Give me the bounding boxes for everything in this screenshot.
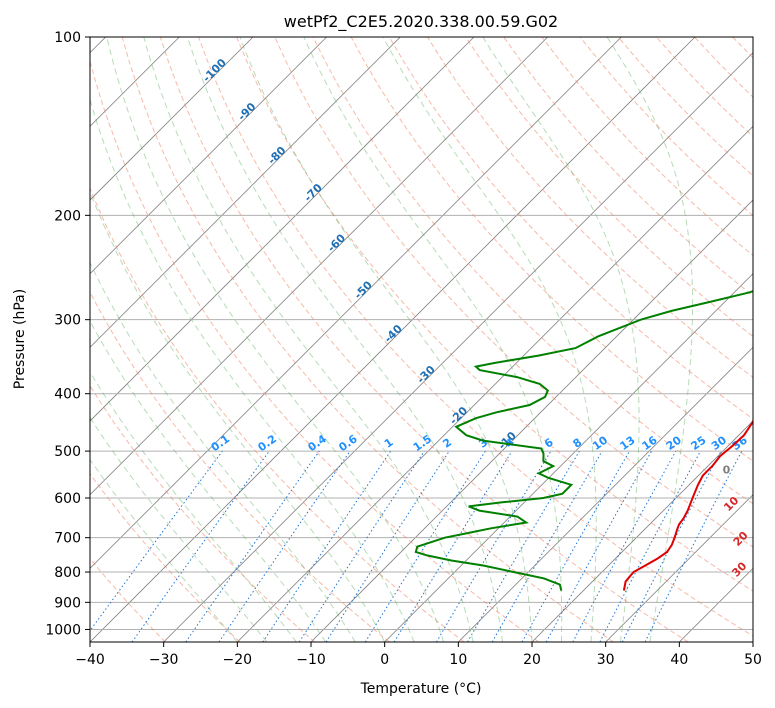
x-tick-label: 40 [670,652,688,668]
moist-adiabat-line [187,37,503,642]
x-tick-label: 50 [744,652,762,668]
mixing-ratio-line [131,450,270,642]
dry-adiabat-line [121,37,614,642]
isotherm-line [605,494,753,642]
isotherm-line [90,37,254,201]
y-tick-label: 900 [54,595,81,611]
isotherm-line [458,346,753,642]
x-tick-label: −10 [296,652,326,668]
dry-adiabats [90,37,753,642]
dry-adiabat-line [90,472,241,642]
x-tick-label: −30 [149,652,179,668]
isotherm-line [90,37,622,569]
moist-adiabat-line [382,37,597,642]
dry-adiabat-line [90,384,316,642]
isotherm-line [90,37,696,642]
dry-adiabat-line [90,557,166,642]
isotherm-line [90,37,327,275]
mixing-ratio-line [644,450,743,642]
isotherm-line [163,52,753,642]
mixing-ratio-line [393,450,513,642]
dry-adiabat-line [90,186,465,642]
mixing-ratio-line [218,450,351,642]
mixing-ratio-line [545,450,653,642]
isotherm-line [90,37,475,422]
mixing-ratio-line [90,450,223,632]
isotherm-line [384,273,753,642]
moist-adiabat-line [90,320,327,642]
isotherm-line [90,37,401,348]
moist-adiabat-line [90,261,356,642]
mixing-ratio-lines [90,450,743,642]
moist-adiabat-line [482,37,640,642]
mixing-ratio-line [325,450,450,642]
x-axis-ticks: −40 −30 −20 −10 0 10 20 30 40 50 [75,642,762,668]
dry-adiabat-line [236,37,753,592]
moist-adiabat-line [239,37,533,642]
x-tick-label: 0 [380,652,389,668]
dry-adiabat-line [90,59,540,642]
plot-area: -100-90-80-70-60-50-40-30-20-10 0.1 0.2 0.… [90,37,753,642]
temperature-series-line [622,419,753,591]
y-tick-label: 300 [54,313,81,329]
mixing-ratio-line [298,450,425,642]
dry-adiabat-line [350,37,753,462]
y-tick-label: 200 [54,208,81,224]
mixing-ratio-line [185,450,320,642]
dry-adiabat-line [90,291,390,642]
moist-adiabat-line [303,37,563,642]
mixing-ratio-line [262,450,392,642]
isotherm-line [237,125,753,642]
moist-adiabat-line [90,190,386,642]
skewed-isotherm-grid [90,37,753,642]
y-tick-label: 500 [54,444,81,460]
dry-adiabat-line [159,37,689,642]
dry-adiabat-line [503,37,753,297]
plot-frame [89,36,754,643]
x-tick-label: 20 [523,652,541,668]
isotherm-line [310,199,753,642]
x-tick-label: 10 [449,652,467,668]
moist-adiabat-line [90,458,238,642]
y-tick-label: 700 [54,531,81,547]
moist-adiabat-line [90,370,297,642]
x-tick-label: −20 [223,652,253,668]
pressure-grid [90,37,753,630]
mixing-ratio-line [521,450,630,642]
x-tick-label: 30 [597,652,615,668]
dry-adiabat-line [198,37,753,637]
moist-adiabat-line [606,37,694,642]
y-tick-label: 1000 [45,622,81,638]
y-axis-label: Pressure (hPa) [12,289,28,389]
y-axis-ticks: 1000 900 800 700 600 500 400 300 200 100 [45,30,90,638]
moist-adiabat-line [90,416,268,642]
moist-adiabats [90,37,694,642]
dewpoint-series-line [414,290,753,591]
moist-adiabat-line [90,97,415,642]
y-tick-label: 100 [54,30,81,46]
y-tick-label: 600 [54,491,81,507]
moist-adiabat-line [143,37,474,642]
chart-title: wetPf2_C2E5.2020.338.00.59.G02 [284,12,558,32]
x-axis-label: Temperature (°C) [360,681,482,697]
x-tick-label: −40 [75,652,105,668]
mixing-ratio-line [572,450,677,642]
isotherm-line [531,420,753,642]
y-tick-label: 400 [54,387,81,403]
isotherm-line [90,37,548,496]
moist-adiabat-label: 0 [723,463,731,476]
dry-adiabat-line [426,37,753,378]
y-tick-label: 800 [54,565,81,581]
dry-adiabat-line [274,37,753,548]
moist-adiabat-line [106,37,445,642]
